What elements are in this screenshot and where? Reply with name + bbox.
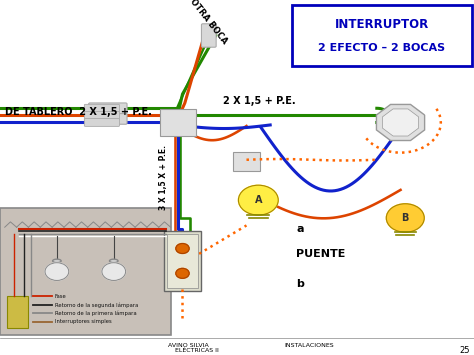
Circle shape [176, 268, 189, 278]
Text: 2 X 1,5 + P.E.: 2 X 1,5 + P.E. [223, 96, 295, 106]
FancyBboxPatch shape [0, 208, 171, 335]
Text: 3 X 1,5 X + P.E.: 3 X 1,5 X + P.E. [159, 145, 168, 210]
FancyBboxPatch shape [84, 104, 119, 112]
Text: Retorno de la primera lámpara: Retorno de la primera lámpara [55, 311, 136, 316]
Circle shape [238, 185, 278, 215]
FancyBboxPatch shape [201, 24, 216, 47]
Ellipse shape [53, 259, 61, 263]
Text: b: b [296, 279, 304, 289]
Bar [164, 231, 201, 291]
Bar [167, 234, 198, 288]
Text: INSTALACIONES: INSTALACIONES [284, 343, 334, 348]
Text: Interruptores simples: Interruptores simples [55, 320, 111, 324]
Polygon shape [376, 104, 425, 141]
Text: Fase: Fase [55, 294, 66, 299]
Circle shape [102, 263, 126, 280]
Text: INTERRUPTOR: INTERRUPTOR [335, 18, 428, 31]
Text: 2 EFECTO – 2 BOCAS: 2 EFECTO – 2 BOCAS [318, 43, 445, 53]
Text: PUENTE: PUENTE [296, 249, 346, 259]
Text: a: a [296, 224, 304, 234]
FancyBboxPatch shape [89, 114, 127, 124]
Bar [160, 109, 196, 136]
Text: A OTRA BOCA: A OTRA BOCA [182, 0, 229, 46]
Text: 25: 25 [460, 346, 470, 355]
Text: A: A [255, 195, 262, 205]
Text: AVINO SILVIA: AVINO SILVIA [168, 343, 209, 348]
FancyBboxPatch shape [292, 5, 472, 66]
Polygon shape [383, 109, 419, 136]
Ellipse shape [109, 259, 118, 263]
FancyBboxPatch shape [89, 103, 127, 114]
Text: Retorno de la segunda lámpara: Retorno de la segunda lámpara [55, 302, 138, 308]
Bar [233, 152, 260, 171]
FancyBboxPatch shape [84, 119, 119, 126]
Text: B: B [401, 213, 409, 223]
Circle shape [45, 263, 69, 280]
FancyBboxPatch shape [7, 296, 28, 328]
Text: DE TABLERO  2 X 1,5 + P.E.: DE TABLERO 2 X 1,5 + P.E. [5, 107, 152, 117]
Text: ELÉCTRICAS II: ELÉCTRICAS II [175, 348, 219, 353]
Circle shape [176, 244, 189, 253]
FancyBboxPatch shape [84, 111, 119, 119]
Circle shape [386, 204, 424, 232]
